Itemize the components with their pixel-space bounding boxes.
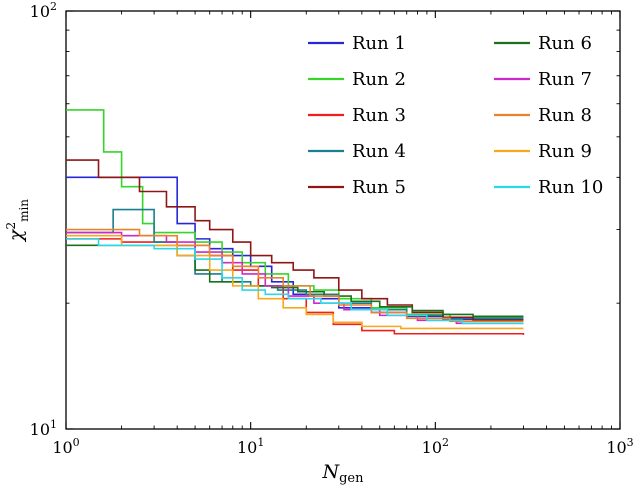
legend-label: Run 7 bbox=[538, 69, 592, 90]
legend-entry-run-10: Run 10 bbox=[494, 177, 603, 198]
y-tick-label: 102 bbox=[30, 0, 57, 21]
legend-entry-run-2: Run 2 bbox=[308, 69, 406, 90]
x-tick-label: 100 bbox=[52, 436, 79, 457]
axes-frame bbox=[65, 10, 621, 430]
series-line-run-8 bbox=[66, 228, 524, 323]
legend-entry-run-8: Run 8 bbox=[494, 105, 592, 126]
legend-label: Run 2 bbox=[352, 69, 406, 90]
legend-label: Run 8 bbox=[538, 105, 592, 126]
y-tick-label: 101 bbox=[30, 418, 57, 439]
legend-entry-run-9: Run 9 bbox=[494, 141, 592, 162]
legend-label: Run 10 bbox=[538, 177, 603, 198]
y-axis-label: χ2min bbox=[4, 199, 31, 243]
x-tick-label: 103 bbox=[606, 436, 633, 457]
legend-label: Run 6 bbox=[538, 33, 592, 54]
legend-entry-run-6: Run 6 bbox=[494, 33, 592, 54]
x-tick-label: 102 bbox=[422, 436, 449, 457]
series-line-run-9 bbox=[66, 234, 524, 330]
x-tick-label: 101 bbox=[237, 436, 264, 457]
series-line-run-7 bbox=[66, 231, 524, 325]
legend-label: Run 4 bbox=[352, 141, 406, 162]
legend-label: Run 3 bbox=[352, 105, 406, 126]
x-axis-label: Ngen bbox=[321, 461, 364, 486]
legend-label: Run 9 bbox=[538, 141, 592, 162]
legend-label: Run 5 bbox=[352, 177, 406, 198]
legend-entry-run-7: Run 7 bbox=[494, 69, 592, 90]
series-line-run-10 bbox=[66, 238, 524, 325]
series-line-run-4 bbox=[66, 208, 524, 320]
legend: Run 1 Run 2 Run 3 Run 4 Run 5 Run 6 Run 7 Run 8… bbox=[308, 33, 603, 198]
legend-entry-run-3: Run 3 bbox=[308, 105, 406, 126]
series-line-run-6 bbox=[66, 244, 524, 318]
legend-entry-run-5: Run 5 bbox=[308, 177, 406, 198]
legend-entry-run-1: Run 1 bbox=[308, 33, 406, 54]
legend-label: Run 1 bbox=[352, 33, 406, 54]
legend-entry-run-4: Run 4 bbox=[308, 141, 406, 162]
